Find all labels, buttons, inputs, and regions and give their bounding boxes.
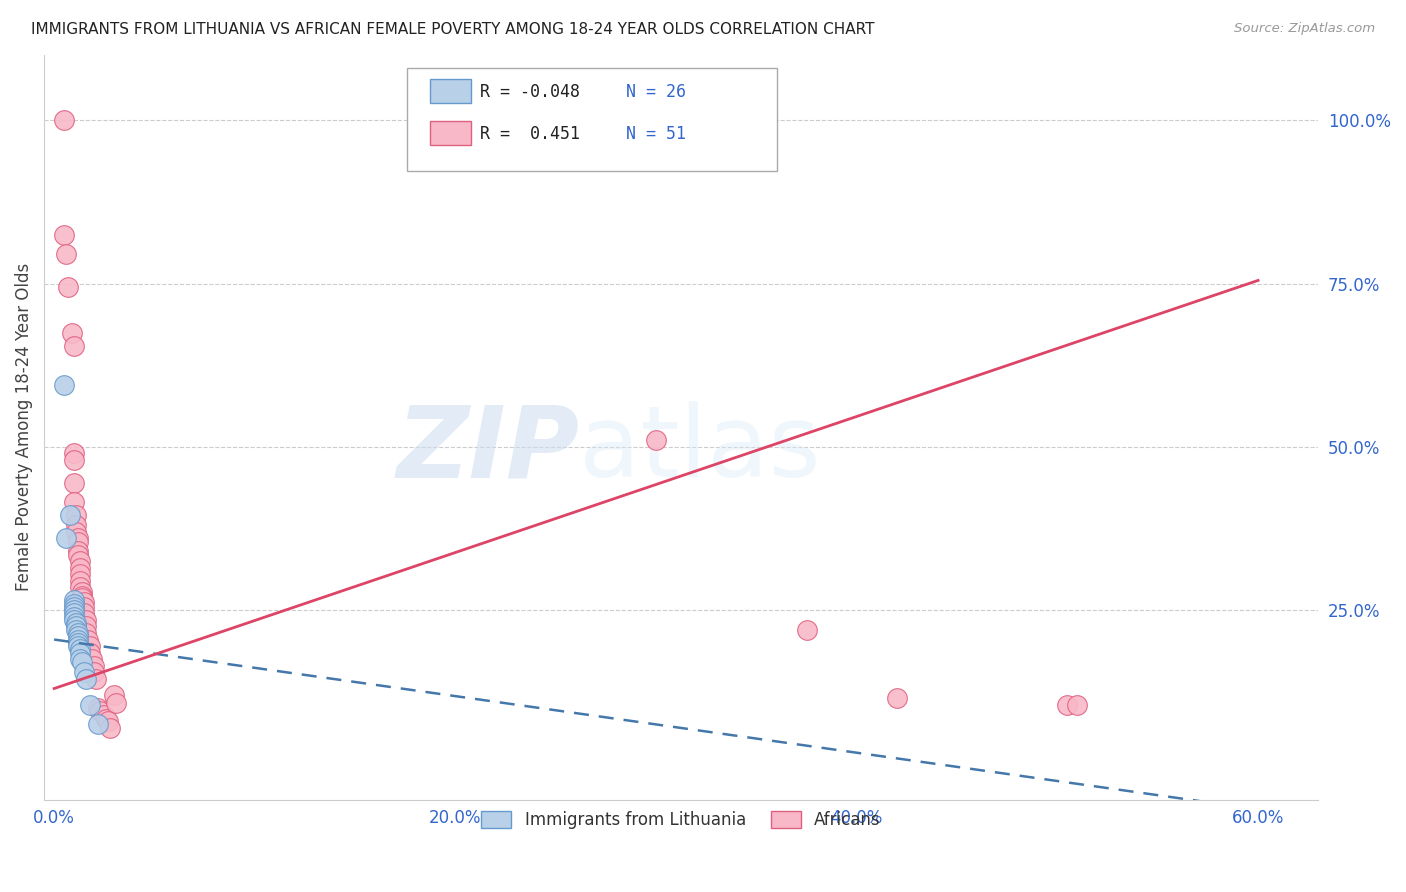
Point (63, 453, 86, 467)
Point (63, 446, 86, 460)
Point (645, 434, 668, 448)
Point (75, 613, 97, 627)
Point (56, 280, 79, 294)
Point (69, 567, 91, 582)
Point (796, 623, 818, 637)
Point (67, 629, 90, 643)
Point (886, 691, 908, 706)
Point (73, 665, 96, 680)
Point (65, 619, 87, 633)
Point (63, 593, 86, 607)
Y-axis label: Female Poverty Among 18-24 Year Olds: Female Poverty Among 18-24 Year Olds (15, 263, 32, 591)
Point (63, 339, 86, 353)
Text: IMMIGRANTS FROM LITHUANIA VS AFRICAN FEMALE POVERTY AMONG 18-24 YEAR OLDS CORREL: IMMIGRANTS FROM LITHUANIA VS AFRICAN FEM… (31, 22, 875, 37)
Point (75, 626, 97, 640)
Point (70, 585, 93, 599)
Point (67, 548, 90, 562)
Text: Source: ZipAtlas.com: Source: ZipAtlas.com (1234, 22, 1375, 36)
Text: R = -0.048: R = -0.048 (479, 83, 579, 101)
Point (53, 113, 76, 128)
Point (63, 597, 86, 611)
Point (1056, 698, 1078, 712)
Point (69, 652, 91, 666)
Point (77, 632, 100, 647)
Point (63, 495, 86, 509)
Point (67, 632, 90, 647)
Text: N = 51: N = 51 (627, 125, 686, 143)
Point (96, 712, 118, 726)
Point (83, 658, 105, 673)
Point (65, 524, 87, 539)
Point (103, 688, 125, 702)
Point (105, 696, 128, 710)
Point (70, 589, 93, 603)
Legend: Immigrants from Lithuania, Africans: Immigrants from Lithuania, Africans (475, 805, 887, 836)
Point (75, 672, 97, 686)
Point (73, 595, 96, 609)
Point (69, 646, 91, 660)
Point (73, 607, 96, 621)
Point (67, 639, 90, 653)
Point (97, 714, 120, 728)
Point (63, 609, 86, 624)
Text: R =  0.451: R = 0.451 (479, 125, 579, 143)
Point (79, 646, 101, 660)
Point (65, 623, 87, 637)
Point (89, 705, 111, 719)
FancyBboxPatch shape (430, 79, 471, 103)
FancyBboxPatch shape (430, 121, 471, 145)
Point (63, 603, 86, 617)
Point (67, 544, 90, 558)
Point (70, 591, 93, 606)
Point (98, 721, 121, 735)
Point (63, 599, 86, 614)
Point (55, 247, 77, 261)
Point (67, 636, 90, 650)
Text: atlas: atlas (579, 401, 821, 498)
Point (53, 227, 76, 242)
Point (73, 599, 96, 614)
Point (82, 652, 104, 666)
Point (63, 475, 86, 490)
Point (65, 518, 87, 533)
Point (60, 326, 83, 340)
Point (70, 656, 93, 670)
Point (93, 707, 115, 722)
Point (67, 532, 90, 546)
Point (69, 554, 91, 568)
Point (84, 672, 107, 686)
Point (87, 701, 110, 715)
Point (1066, 698, 1088, 712)
Point (79, 698, 101, 712)
Point (63, 613, 86, 627)
Point (53, 377, 76, 392)
Point (59, 508, 82, 523)
Point (83, 665, 105, 680)
Text: N = 26: N = 26 (627, 83, 686, 101)
Point (69, 642, 91, 657)
Point (69, 574, 91, 588)
Point (67, 626, 90, 640)
Point (55, 532, 77, 546)
Point (65, 508, 87, 523)
Text: ZIP: ZIP (396, 401, 579, 498)
FancyBboxPatch shape (408, 68, 776, 170)
Point (69, 560, 91, 574)
Point (75, 619, 97, 633)
Point (67, 534, 90, 549)
Point (87, 717, 110, 731)
Point (63, 607, 86, 621)
Point (79, 639, 101, 653)
Point (65, 616, 87, 631)
Point (69, 580, 91, 594)
